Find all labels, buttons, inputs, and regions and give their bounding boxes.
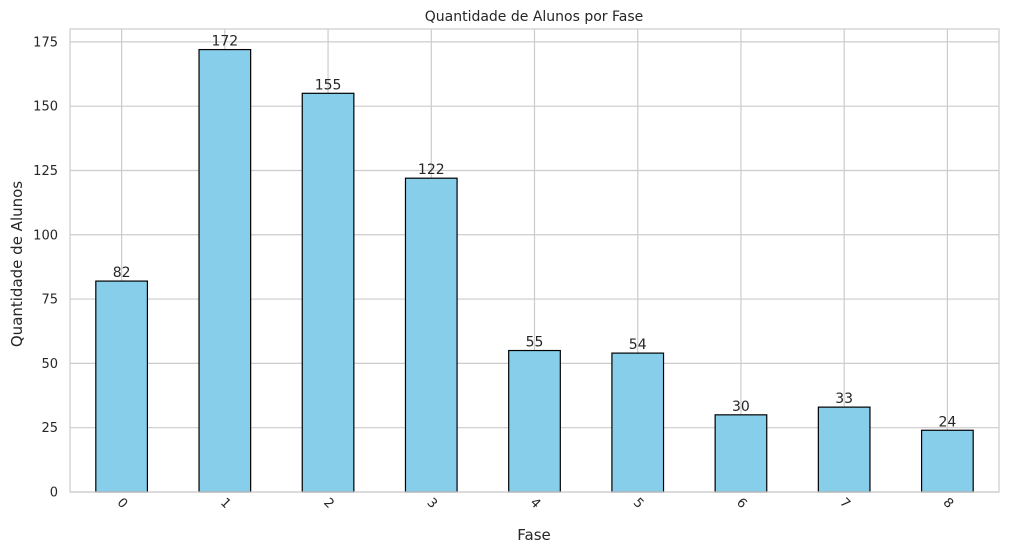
bar-fase-7 (817, 406, 871, 493)
bar-layer (95, 48, 974, 493)
bar-fase-3 (404, 177, 458, 493)
y-tick-label: 0 (50, 486, 58, 501)
data-label-fase-0: 82 (113, 265, 131, 281)
y-tick-label: 100 (33, 228, 58, 243)
bar-fase-5 (611, 352, 665, 493)
bar-fase-2 (301, 92, 355, 493)
data-label-fase-2: 155 (315, 77, 342, 93)
y-tick-label: 50 (41, 357, 58, 372)
bar-fase-0 (95, 280, 149, 493)
data-label-fase-8: 24 (938, 414, 956, 430)
y-tick-label: 25 (41, 421, 58, 436)
plot-frame (69, 28, 1000, 493)
bar-fase-6 (714, 414, 768, 493)
y-tick-label: 75 (41, 293, 58, 308)
y-tick-label: 125 (33, 164, 58, 179)
data-label-fase-5: 54 (629, 337, 647, 353)
bar-fase-4 (508, 349, 561, 493)
y-axis-label: Quantidade de Alunos (8, 181, 26, 347)
y-tick-label: 175 (33, 35, 58, 50)
bar-fase-1 (198, 48, 252, 493)
data-label-fase-3: 122 (418, 162, 445, 178)
y-tick-label: 150 (33, 100, 58, 115)
y-axis-ticks: 0 25 50 75 100 125 150 175 (33, 35, 58, 500)
data-label-fase-6: 30 (732, 399, 750, 415)
data-label-fase-7: 33 (835, 391, 853, 407)
bar-fase-8 (920, 429, 974, 493)
x-axis-label: Fase (517, 526, 551, 544)
data-labels: 82 172 155 122 55 54 30 33 24 (113, 34, 957, 431)
data-label-fase-4: 55 (526, 335, 544, 351)
chart-title: Quantidade de Alunos por Fase (425, 9, 644, 25)
data-label-fase-1: 172 (211, 34, 238, 50)
